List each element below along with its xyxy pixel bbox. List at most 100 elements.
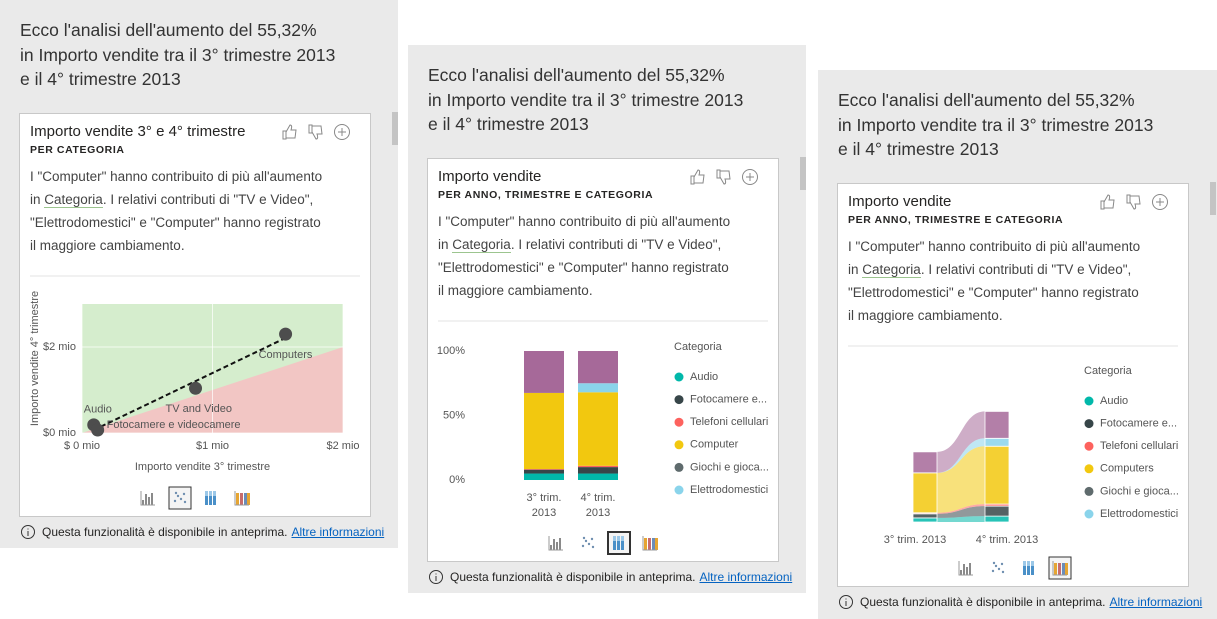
icon-shape: [958, 561, 973, 576]
card-title: Importo vendite: [848, 193, 952, 210]
y-tick-label: 100%: [437, 345, 465, 357]
icon-shape: [644, 538, 647, 550]
icon-shape: [205, 491, 208, 505]
add-button[interactable]: [1152, 194, 1168, 210]
icon-shape: [960, 570, 962, 575]
scrollbar-thumb: [392, 112, 398, 145]
description-line: I "Computer" hanno contribuito di più al…: [848, 235, 1140, 258]
icon-shape: [234, 491, 249, 506]
icon-shape: [1156, 198, 1164, 206]
heading-line: Ecco l'analisi dell'aumento del 55,32%: [838, 90, 1135, 110]
description-line: "Elettrodomestici" e "Computer" hanno re…: [848, 281, 1140, 304]
icon-shape: [1062, 563, 1065, 575]
visual-switch-button[interactable]: [140, 491, 155, 506]
visual-switch-button[interactable]: [642, 536, 658, 551]
ribbon-column-segment: [984, 505, 1010, 517]
visual-switch-button[interactable]: [548, 536, 563, 551]
icon-shape: [613, 536, 616, 541]
legend-marker: [1084, 464, 1094, 474]
preview-footer: Questa funzionalità è disponibile in ant…: [838, 594, 1202, 610]
visual-switch-button[interactable]: [1048, 556, 1072, 580]
ribbon-column-segment: [912, 517, 938, 523]
icon-shape: [21, 525, 35, 539]
visual-switch-button[interactable]: [168, 486, 192, 510]
icon-shape: [183, 500, 187, 504]
add-button[interactable]: [742, 169, 758, 185]
icon-shape: [548, 536, 563, 551]
visual-switch-button[interactable]: [991, 561, 1005, 574]
card-description: I "Computer" hanno contribuito di più al…: [848, 235, 1140, 327]
more-info-link[interactable]: Altre informazioni: [291, 525, 385, 539]
visual-switch-button[interactable]: [234, 491, 250, 506]
y-tick-label: 50%: [443, 409, 465, 421]
icon-shape: [1152, 194, 1168, 210]
thumbs-up-button[interactable]: [1100, 194, 1115, 210]
y-tick-label: 0%: [449, 474, 465, 486]
bar-segment: [524, 351, 564, 393]
ribbon: [937, 504, 985, 514]
heading-line: Ecco l'analisi dell'aumento del 55,32%: [428, 65, 725, 85]
heading-line: in Importo vendite tra il 3° trimestre 2…: [838, 114, 1154, 135]
more-info-link[interactable]: Altre informazioni: [1109, 595, 1203, 609]
description-text: Categoria: [452, 237, 511, 253]
description-line: il maggiore cambiamento.: [30, 234, 322, 257]
scrollbar-thumb: [1210, 182, 1216, 215]
y-tick-label: $0 mio: [43, 427, 76, 439]
more-info-link[interactable]: Altre informazioni: [699, 570, 793, 584]
icon-shape: [690, 169, 705, 185]
icon-shape: [429, 570, 443, 584]
icon-shape: [550, 545, 552, 550]
x-tick-label: $ 0 mio: [64, 440, 100, 452]
icon-shape: [559, 538, 561, 550]
thumbs-up-button[interactable]: [690, 169, 705, 185]
icon-shape: [556, 542, 558, 550]
icon-shape: [621, 536, 624, 541]
visual-switch-button[interactable]: [1023, 561, 1034, 575]
ribbon: [937, 446, 985, 513]
card-title: Importo vendite: [438, 168, 542, 185]
x-tick-label: $1 mio: [196, 440, 229, 452]
icon-shape: [1001, 570, 1005, 574]
icon-shape: [591, 545, 595, 549]
preview-footer: Questa funzionalità è disponibile in ant…: [428, 569, 792, 585]
legend-label: Computer: [690, 439, 739, 451]
add-button[interactable]: [334, 124, 350, 140]
icon-shape: [179, 497, 183, 501]
legend-label: Elettrodomestici: [1100, 508, 1178, 520]
icon-shape: [582, 536, 586, 540]
icon-shape: [282, 124, 297, 140]
description-text: . I relativi contributi di "TV e Video",: [510, 237, 722, 252]
description-text: I "Computer" hanno contribuito di più al…: [438, 214, 731, 229]
visual-switch-button[interactable]: [958, 561, 973, 576]
icon-shape: [209, 491, 212, 496]
insight-card: Importo vendite 3° e 4° trimestre PER CAT…: [19, 113, 371, 517]
thumbs-up-button[interactable]: [282, 124, 297, 140]
legend-marker: [1084, 419, 1094, 429]
heading-line: in Importo vendite tra il 3° trimestre 2…: [20, 44, 336, 65]
description-line: in Categoria. I relativi contributi di "…: [848, 258, 1140, 281]
bar-segment: [524, 469, 564, 470]
preview-footer: Questa funzionalità è disponibile in ant…: [20, 524, 384, 540]
thumbs-down-button[interactable]: [308, 124, 323, 140]
bar-segment: [524, 469, 564, 474]
icon-shape: [991, 569, 995, 573]
icon-shape: [966, 567, 968, 575]
icon-shape: [205, 491, 208, 496]
description-line: I "Computer" hanno contribuito di più al…: [438, 210, 730, 233]
ribbon-column-segment: [984, 437, 1010, 447]
legend-label: Audio: [1100, 395, 1128, 407]
icon-shape: [1126, 194, 1141, 210]
icon-shape: [182, 492, 186, 496]
thumbs-down-button[interactable]: [1126, 194, 1141, 210]
info-icon: [839, 595, 853, 609]
visual-switch-button[interactable]: [581, 536, 595, 549]
description-text: . I relativi contributi di "TV e Video",: [102, 192, 314, 207]
icon-shape: [994, 564, 998, 568]
visual-switch-button[interactable]: [205, 491, 216, 505]
thumbs-down-button[interactable]: [716, 169, 731, 185]
icon-shape: [240, 493, 243, 505]
visual-switch-button[interactable]: [607, 531, 631, 555]
insight-panel: Ecco l'analisi dell'aumento del 55,32% in…: [0, 0, 398, 548]
